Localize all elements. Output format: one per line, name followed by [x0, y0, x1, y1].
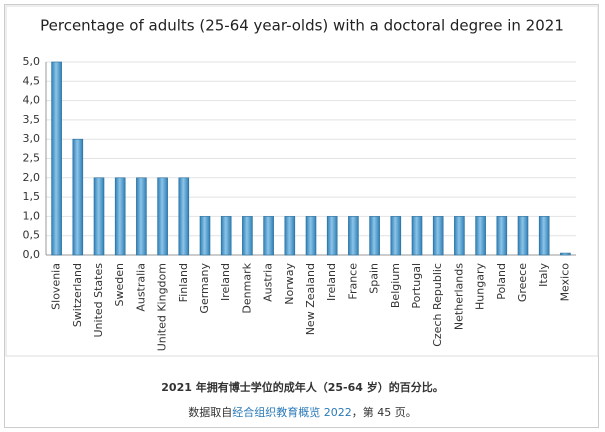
y-tick-label: 3,5 — [23, 113, 41, 126]
bar — [199, 216, 211, 256]
bar — [284, 216, 296, 256]
bar — [517, 216, 529, 256]
bar — [454, 216, 465, 256]
x-tick-label: Belgium — [389, 263, 402, 308]
x-tick-label: New Zealand — [304, 263, 317, 335]
bar — [178, 177, 190, 256]
x-tick-label: Germany — [198, 263, 211, 314]
y-tick-label: 1,0 — [23, 209, 41, 222]
caption: 2021 年拥有博士学位的成年人（25-64 岁）的百分比。 — [161, 381, 444, 394]
x-tick-label: Hungary — [474, 263, 487, 310]
x-tick-label: Poland — [495, 263, 508, 300]
x-tick-label: Finland — [177, 263, 190, 302]
bar — [326, 216, 338, 256]
x-tick-label: Norway — [283, 263, 296, 305]
x-tick-label: Denmark — [240, 262, 253, 313]
bar — [475, 216, 486, 256]
x-tick-label: Mexico — [558, 263, 571, 302]
chart-title: Percentage of adults (25-64 year-olds) w… — [40, 17, 564, 35]
x-tick-label: Ireland — [219, 263, 232, 301]
source: 数据取自经合组织教育概览 2022，第 45 页。 — [0, 404, 605, 420]
x-tick-label: United Kingdom — [156, 263, 169, 351]
bar — [263, 216, 274, 256]
source-prefix: 数据取自 — [188, 406, 233, 419]
y-tick-label: 4,0 — [23, 94, 41, 107]
bar — [114, 177, 126, 256]
bar — [136, 177, 147, 256]
bar — [369, 216, 380, 256]
x-tick-label: United States — [92, 263, 105, 338]
x-tick-label: Czech Republic — [431, 263, 444, 347]
y-tick-label: 3,0 — [23, 132, 41, 145]
y-tick-label: 2,0 — [23, 171, 41, 184]
plot-frame — [5, 5, 599, 357]
source-link[interactable]: 经合组织教育概览 2022 — [232, 406, 352, 419]
bar — [560, 252, 571, 256]
y-tick-label: 0,0 — [23, 248, 41, 261]
x-tick-label: Switzerland — [71, 263, 84, 327]
y-tick-label: 5,0 — [23, 55, 41, 68]
x-tick-label: Slovenia — [50, 263, 63, 310]
bar — [157, 177, 168, 256]
bar — [220, 216, 232, 256]
x-tick-label: Sweden — [113, 263, 126, 306]
x-tick-label: Ireland — [325, 263, 338, 301]
bar — [432, 216, 444, 256]
x-tick-label: Austria — [262, 263, 275, 302]
bar — [305, 216, 317, 256]
bar — [242, 216, 253, 256]
bar — [390, 216, 402, 256]
x-tick-label: Australia — [134, 263, 147, 312]
x-tick-label: Netherlands — [452, 263, 465, 330]
bar — [93, 177, 105, 256]
chart: Percentage of adults (25-64 year-olds) w… — [5, 5, 599, 357]
y-tick-label: 2,5 — [23, 152, 41, 165]
bar — [411, 216, 423, 256]
bar — [496, 216, 508, 256]
x-tick-label: Greece — [516, 263, 529, 302]
bar — [348, 216, 359, 256]
x-tick-label: Italy — [537, 263, 550, 287]
source-suffix: ，第 45 页。 — [351, 406, 417, 419]
bar — [51, 61, 62, 256]
bar — [538, 216, 550, 256]
y-tick-label: 4,5 — [23, 74, 41, 87]
y-tick-label: 1,5 — [23, 190, 41, 203]
x-tick-label: France — [346, 263, 359, 300]
bar — [72, 138, 84, 256]
x-tick-label: Portugal — [410, 263, 423, 309]
x-tick-label: Spain — [368, 263, 381, 294]
y-tick-label: 0,5 — [23, 229, 41, 242]
